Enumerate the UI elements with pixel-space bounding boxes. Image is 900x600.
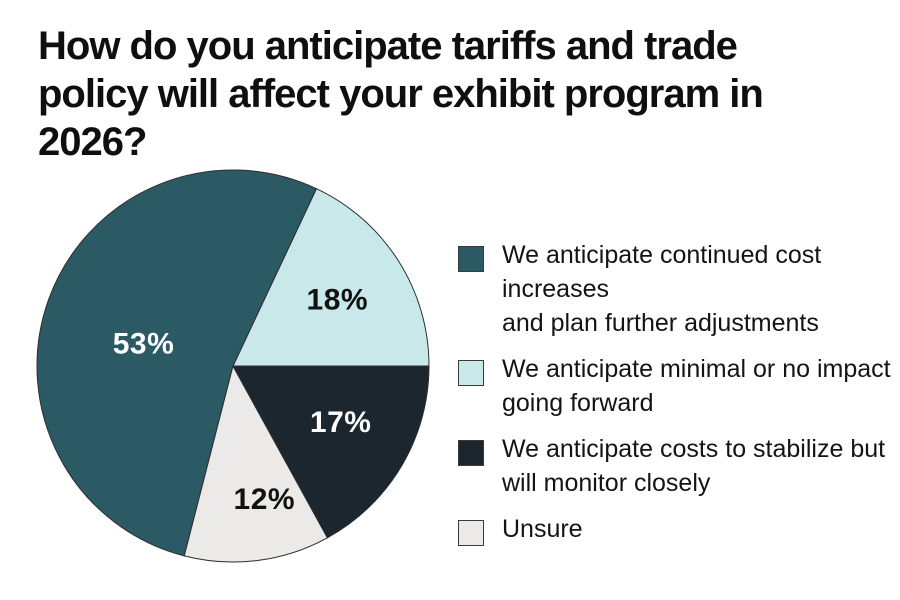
pie-percent-label-18pct: 18% <box>307 283 369 316</box>
legend-swatch-icon <box>458 246 484 272</box>
pie-chart: 18% 53% 12% 17% <box>36 169 430 563</box>
pie-percent-label-17pct: 17% <box>310 406 372 439</box>
legend-swatch-icon <box>458 440 484 466</box>
legend-item-4: Unsure <box>458 512 900 546</box>
pie-percent-label-53pct: 53% <box>113 328 175 361</box>
legend-swatch-icon <box>458 520 484 546</box>
legend-item-2: We anticipate minimal or no impact going… <box>458 352 900 420</box>
legend-label: We anticipate minimal or no impact going… <box>502 355 891 417</box>
legend-item-3: We anticipate costs to stabilize but wil… <box>458 432 900 500</box>
pie-chart-svg: 18% 53% 12% 17% <box>36 169 430 563</box>
pie-slice-53pct <box>36 169 317 557</box>
pie-slice-12pct <box>183 365 328 563</box>
pie-slice-17pct <box>232 365 430 539</box>
legend-item-1: We anticipate continued cost increases a… <box>458 238 900 340</box>
pie-slice-18pct <box>232 188 430 367</box>
chart-title: How do you anticipate tariffs and trade … <box>38 24 764 164</box>
legend-swatch-icon <box>458 360 484 386</box>
legend: We anticipate continued cost increases a… <box>458 238 900 546</box>
legend-label: We anticipate continued cost increases a… <box>502 241 822 337</box>
legend-label: Unsure <box>502 515 583 543</box>
pie-percent-label-12pct: 12% <box>234 483 296 516</box>
legend-label: We anticipate costs to stabilize but wil… <box>502 435 886 497</box>
